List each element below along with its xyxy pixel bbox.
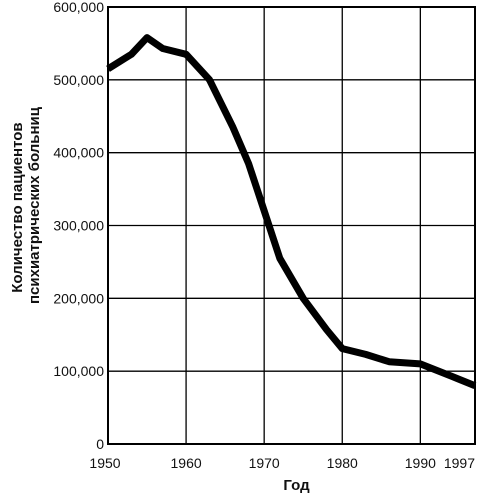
y-tick-label: 500,000 — [53, 72, 104, 88]
x-axis-title: Год — [283, 477, 310, 494]
grid — [108, 7, 475, 444]
y-tick-label: 0 — [96, 436, 104, 452]
y-axis-title: Количество пациентов психиатрических бол… — [9, 106, 43, 304]
y-tick-label: 200,000 — [53, 290, 104, 306]
y-tick-label: 300,000 — [53, 218, 104, 234]
y-tick-label: 100,000 — [53, 363, 104, 379]
series-layer — [106, 34, 477, 389]
y-tick-label: 600,000 — [53, 0, 104, 15]
y-axis-title-line-2: психиатрических больниц — [26, 106, 43, 304]
y-axis-ticks: 0 100,000 200,000 300,000 400,000 500,000 600,… — [53, 0, 104, 452]
y-tick-label: 400,000 — [53, 145, 104, 161]
x-tick-label: 1960 — [171, 455, 202, 471]
y-axis-title-line-1: Количество пациентов — [9, 122, 26, 292]
x-tick-label: 1970 — [249, 455, 280, 471]
x-tick-label: 1997 — [444, 455, 475, 471]
x-tick-label: 1990 — [405, 455, 436, 471]
series-line — [106, 34, 477, 389]
x-tick-label: 1980 — [327, 455, 358, 471]
x-tick-label: 1950 — [89, 455, 120, 471]
plot-frame — [107, 6, 476, 445]
x-axis-ticks: 1950 1960 1970 1980 1990 1997 — [89, 455, 475, 471]
